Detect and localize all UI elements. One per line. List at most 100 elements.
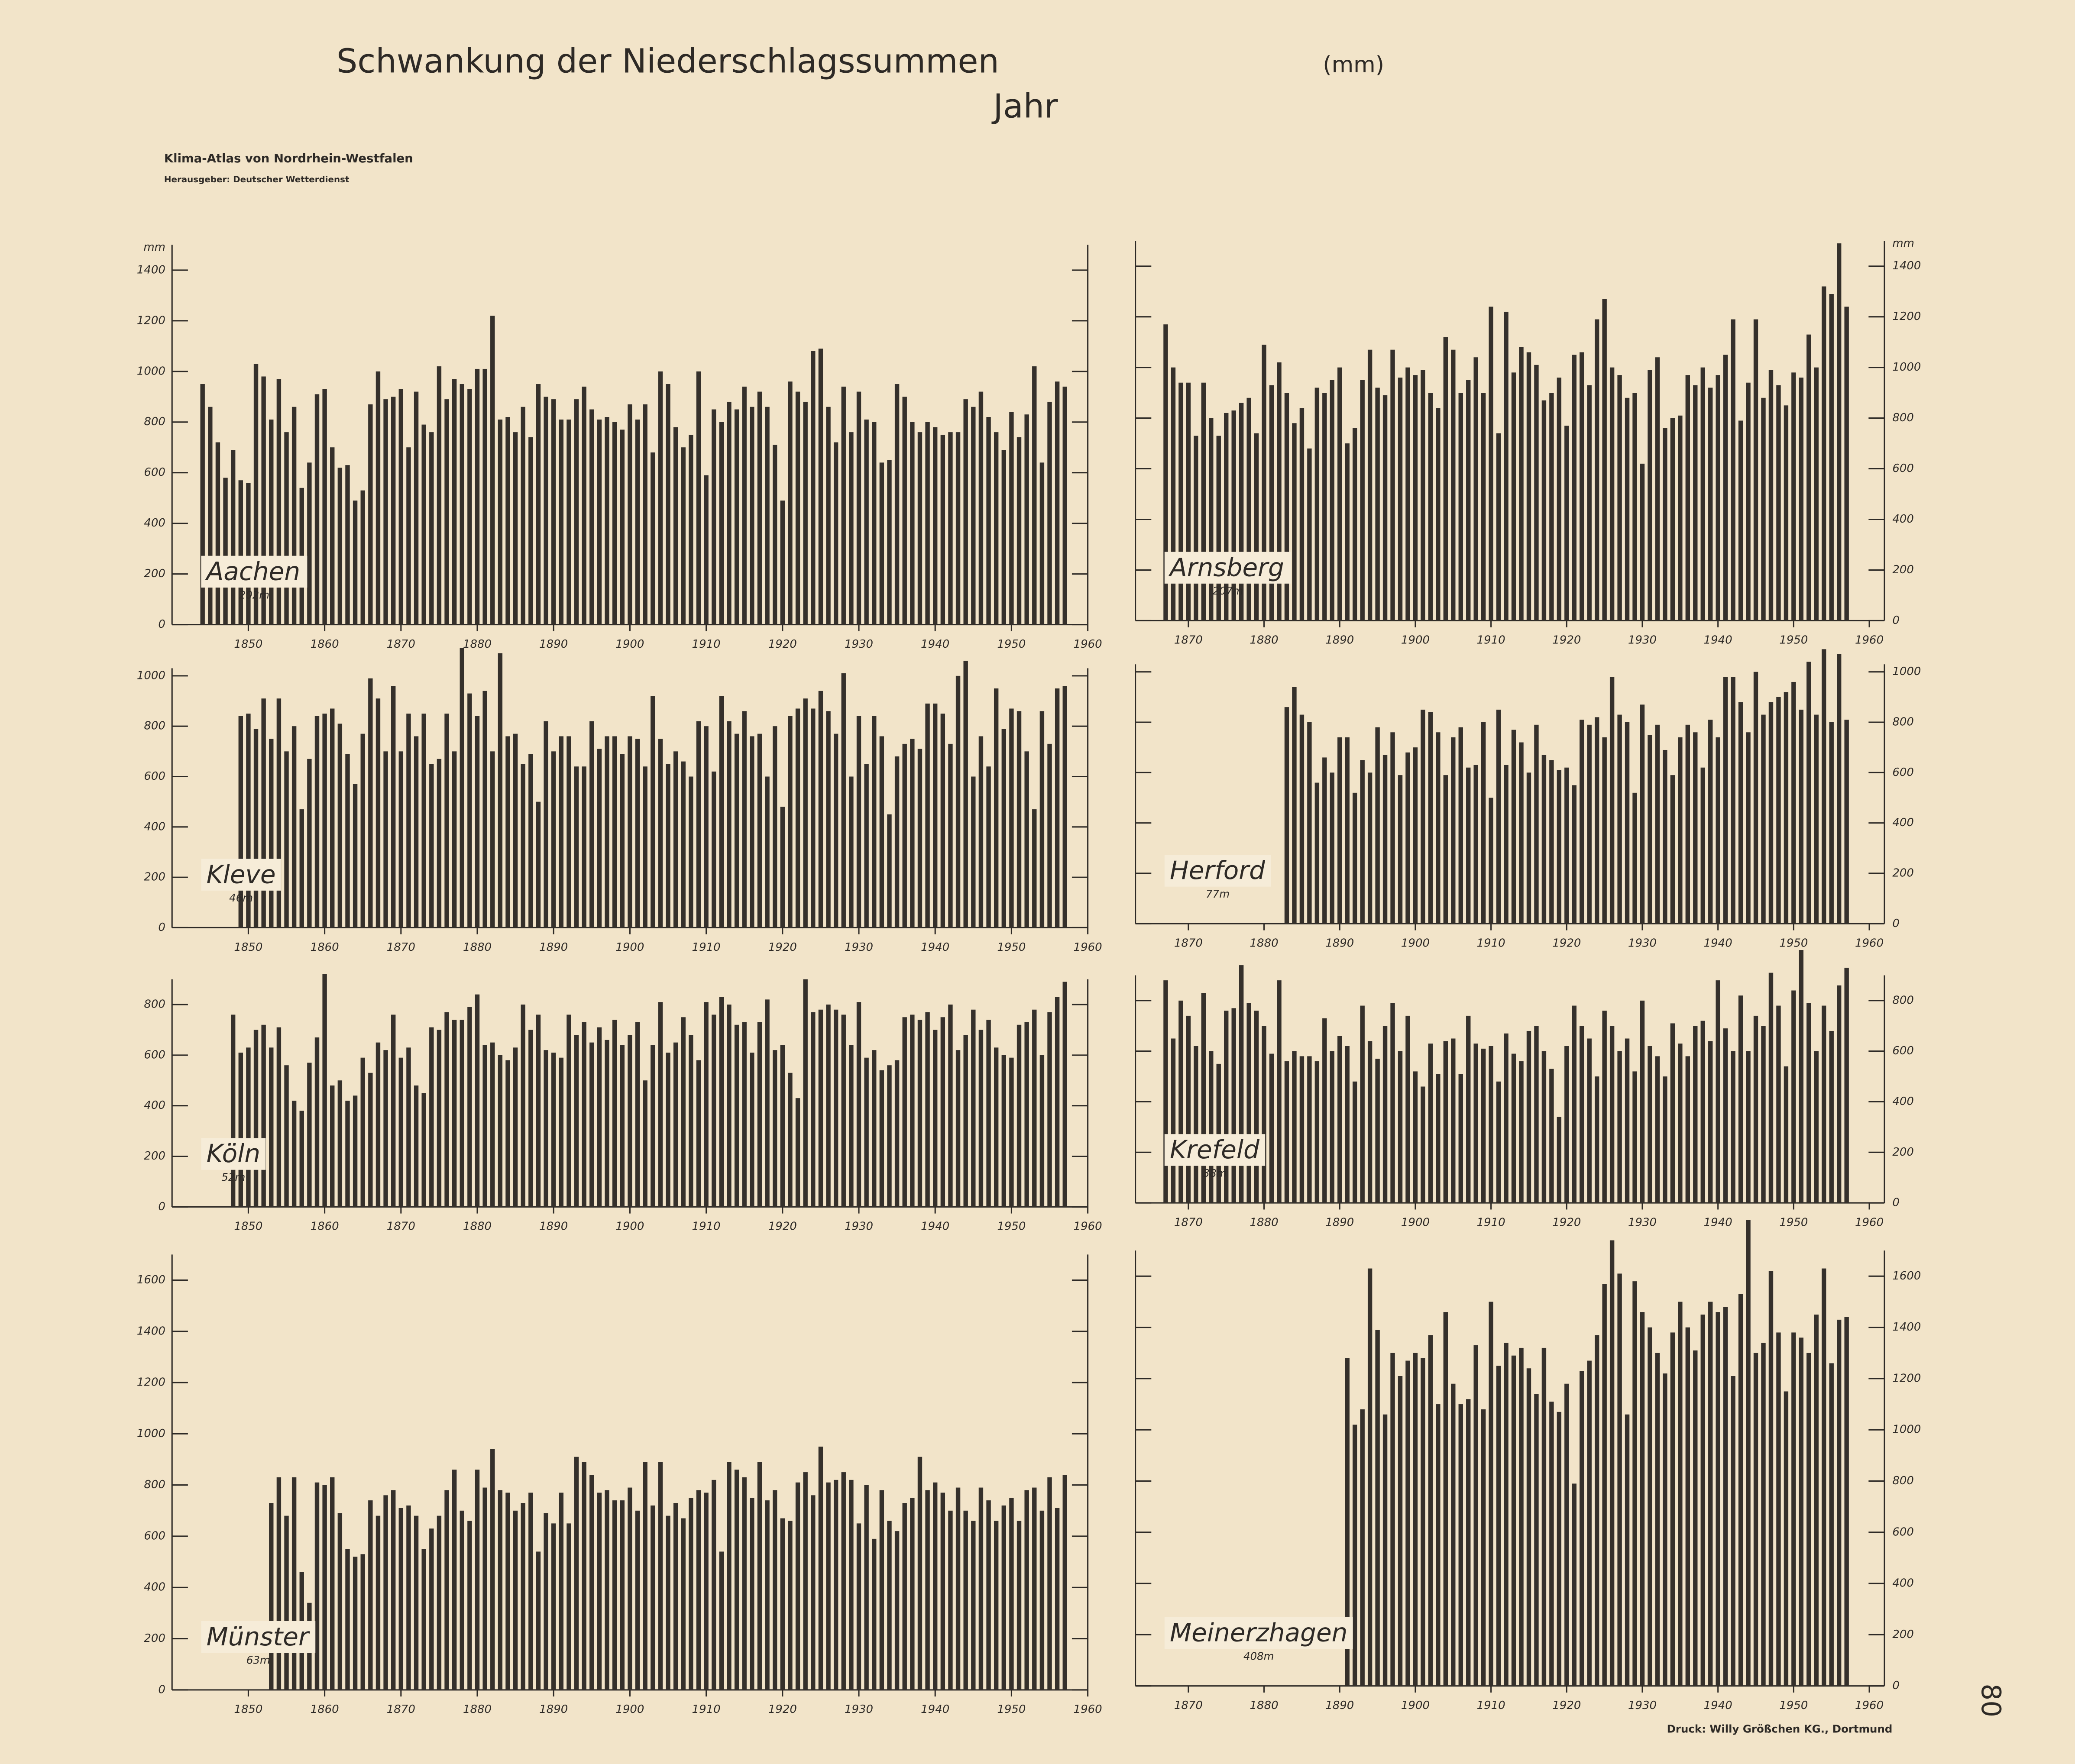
x-tick-label: 1940	[921, 638, 949, 651]
bar	[452, 1020, 457, 1207]
bar	[1716, 980, 1720, 1203]
bar	[1458, 1074, 1463, 1203]
bar	[1663, 1076, 1667, 1203]
bar	[803, 698, 808, 928]
bar	[902, 743, 907, 928]
main-title: Schwankung der Niederschlagssummen	[337, 42, 999, 81]
bar	[872, 422, 877, 625]
bar	[1360, 1005, 1365, 1203]
bar	[1655, 724, 1660, 924]
station-elevation: 408m	[1243, 1650, 1274, 1662]
bar	[1837, 1319, 1842, 1686]
bar	[1504, 311, 1509, 621]
bar	[1640, 1312, 1645, 1686]
bar	[582, 386, 586, 625]
x-tick-label: 1890	[539, 1703, 568, 1716]
bar	[498, 1490, 503, 1690]
bar	[1557, 1412, 1562, 1686]
x-tick-label: 1900	[1401, 634, 1430, 647]
x-tick-label: 1960	[1074, 1703, 1102, 1716]
bar	[345, 1549, 350, 1690]
bar	[1784, 692, 1789, 924]
bar	[1032, 1009, 1037, 1207]
bar	[208, 407, 213, 625]
bar	[704, 475, 709, 625]
bar	[1322, 393, 1327, 621]
bar	[345, 465, 350, 625]
bar	[666, 1053, 670, 1207]
bar	[276, 379, 282, 625]
bar	[1549, 1069, 1554, 1203]
bar	[658, 1462, 663, 1690]
bar	[353, 501, 358, 625]
bar	[1534, 1394, 1539, 1686]
bar	[1360, 760, 1365, 924]
bar	[230, 1014, 236, 1207]
x-tick-label: 1890	[539, 941, 568, 954]
bar	[948, 1510, 953, 1690]
bar	[368, 1073, 373, 1207]
bar	[1443, 1312, 1448, 1686]
bar	[1337, 367, 1342, 621]
bar	[1390, 1353, 1395, 1686]
bar	[948, 1005, 953, 1207]
bar	[1443, 775, 1448, 924]
bar	[314, 1037, 320, 1207]
bar	[1246, 397, 1251, 621]
bar	[261, 698, 266, 928]
bar	[1602, 299, 1607, 621]
bar	[1632, 1281, 1637, 1686]
bar	[215, 442, 220, 625]
bar	[1421, 709, 1425, 924]
bar	[971, 1521, 976, 1690]
bar	[475, 716, 480, 928]
bar	[414, 736, 419, 928]
bar	[750, 1498, 754, 1690]
bar	[689, 1498, 693, 1690]
bar	[1572, 355, 1576, 621]
bar	[475, 368, 480, 625]
bar	[353, 1095, 358, 1207]
bar	[505, 417, 510, 625]
x-tick-label: 1880	[463, 638, 492, 651]
bar	[833, 1009, 838, 1207]
bar	[1663, 750, 1667, 924]
bar	[1617, 1273, 1622, 1686]
bar	[314, 394, 320, 625]
x-tick-label: 1880	[463, 1703, 492, 1716]
station-elevation: 207m	[1213, 585, 1243, 597]
x-tick-label: 1900	[615, 1220, 644, 1233]
bar	[1609, 367, 1615, 621]
x-tick-label: 1880	[1250, 1216, 1279, 1229]
bar	[971, 1009, 976, 1207]
bar	[536, 801, 541, 928]
bar	[696, 1060, 701, 1207]
bar	[1799, 378, 1804, 621]
bar	[574, 1035, 579, 1207]
x-tick-label: 1920	[768, 941, 797, 954]
bar	[1799, 1338, 1804, 1686]
bar	[1269, 385, 1274, 621]
bar	[1009, 1057, 1014, 1207]
bar	[1784, 1391, 1789, 1686]
y-tick-label: 600	[1892, 462, 1914, 475]
bar	[673, 751, 678, 928]
x-tick-label: 1950	[997, 941, 1026, 954]
bar	[1209, 1051, 1214, 1203]
bar	[467, 1007, 472, 1207]
y-tick-label: 200	[1892, 1628, 1914, 1641]
bar	[1353, 1081, 1357, 1203]
bar	[353, 784, 358, 928]
bar	[1504, 1033, 1509, 1203]
bar	[322, 974, 327, 1207]
y-tick-label: 200	[1892, 563, 1914, 576]
bar	[391, 1490, 396, 1690]
bar	[1746, 1220, 1751, 1686]
bar	[1481, 1048, 1486, 1203]
bar	[1186, 1015, 1191, 1203]
bar	[1541, 1347, 1547, 1686]
bar	[612, 1020, 617, 1207]
bar	[230, 450, 236, 625]
bar	[1466, 380, 1471, 621]
bar	[1519, 347, 1524, 621]
